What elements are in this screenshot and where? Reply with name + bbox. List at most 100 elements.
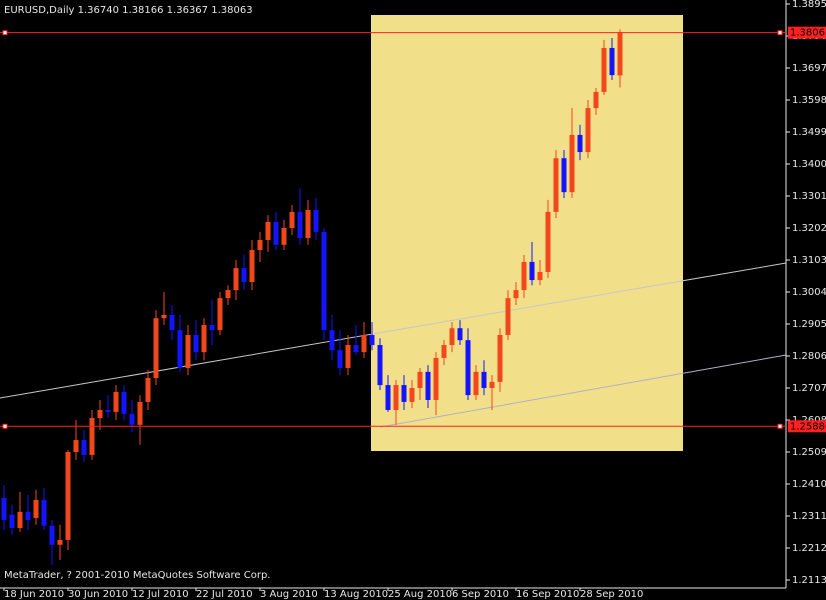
candle-body bbox=[113, 391, 119, 412]
candle-body bbox=[497, 335, 503, 382]
y-tick-label: 1.30040 bbox=[792, 287, 826, 298]
candle-body bbox=[345, 345, 351, 368]
candle-body bbox=[585, 108, 591, 153]
candle-body bbox=[81, 440, 87, 455]
trend-line bbox=[379, 354, 787, 428]
x-tick-label: 12 Jul 2010 bbox=[132, 589, 189, 600]
candle-body bbox=[249, 249, 255, 282]
candle-body bbox=[609, 47, 615, 76]
price-label: 1.25886 bbox=[790, 421, 826, 432]
candle-body bbox=[553, 158, 559, 212]
candle-body bbox=[201, 324, 207, 353]
candle-body bbox=[161, 314, 167, 319]
candle-body bbox=[185, 335, 191, 368]
y-tick-label: 1.21130 bbox=[792, 575, 826, 586]
candle-body bbox=[137, 401, 143, 425]
candle-body bbox=[305, 209, 311, 239]
candle-body bbox=[65, 452, 71, 540]
candle-body bbox=[153, 318, 159, 378]
y-tick-label: 1.28060 bbox=[792, 351, 826, 362]
candle-body bbox=[33, 499, 39, 518]
candle-body bbox=[449, 328, 455, 346]
candle-body bbox=[473, 371, 479, 396]
candle-body bbox=[521, 261, 527, 291]
price-label: 1.38063 bbox=[790, 28, 826, 39]
candle-body bbox=[537, 271, 543, 281]
y-tick-label: 1.24100 bbox=[792, 479, 826, 490]
candle-body bbox=[369, 335, 375, 346]
candle-body bbox=[1, 497, 7, 520]
x-tick-label: 25 Aug 2010 bbox=[388, 589, 452, 600]
y-tick-label: 1.22120 bbox=[792, 543, 826, 554]
candle-body bbox=[409, 388, 415, 402]
chart-title: EURUSD,Daily 1.36740 1.38166 1.36367 1.3… bbox=[4, 5, 253, 16]
x-tick-label: 13 Aug 2010 bbox=[324, 589, 388, 600]
candle-body bbox=[73, 440, 79, 453]
y-tick-label: 1.27070 bbox=[792, 383, 826, 394]
y-tick-label: 1.32020 bbox=[792, 223, 826, 234]
x-tick-label: 6 Sep 2010 bbox=[452, 589, 509, 600]
candle-body bbox=[17, 511, 23, 528]
candle-body bbox=[57, 539, 63, 545]
candle-body bbox=[545, 211, 551, 272]
candle-body bbox=[49, 525, 55, 545]
candle-body bbox=[273, 221, 279, 245]
y-tick-label: 1.25090 bbox=[792, 447, 826, 458]
candle-body bbox=[169, 314, 175, 331]
candle-body bbox=[401, 385, 407, 402]
y-tick-label: 1.34000 bbox=[792, 159, 826, 170]
x-tick-label: 28 Sep 2010 bbox=[580, 589, 643, 600]
candle-body bbox=[417, 371, 423, 389]
candle-body bbox=[457, 328, 463, 341]
candle-body bbox=[193, 335, 199, 353]
candle-body bbox=[329, 330, 335, 351]
candle-body bbox=[529, 261, 535, 281]
candle-body bbox=[433, 357, 439, 400]
candle-body bbox=[617, 32, 623, 76]
x-tick-label: 22 Jul 2010 bbox=[196, 589, 253, 600]
candle-body bbox=[561, 158, 567, 193]
candle-body bbox=[145, 377, 151, 402]
candle-body bbox=[601, 47, 607, 92]
candle-body bbox=[353, 345, 359, 353]
candle-body bbox=[505, 298, 511, 336]
y-tick-label: 1.31030 bbox=[792, 255, 826, 266]
candle-body bbox=[241, 268, 247, 282]
candle-body bbox=[25, 511, 31, 520]
candle-body bbox=[593, 91, 599, 109]
candle-body bbox=[129, 413, 135, 425]
candle-body bbox=[233, 268, 239, 291]
line-handle bbox=[2, 423, 8, 429]
candle-body bbox=[313, 209, 319, 232]
candles bbox=[1, 29, 623, 565]
candle-body bbox=[361, 335, 367, 353]
candle-body bbox=[425, 371, 431, 400]
candle-body bbox=[441, 345, 447, 358]
candle-body bbox=[121, 391, 127, 414]
candle-body bbox=[105, 409, 111, 412]
highlight-rectangle bbox=[371, 15, 683, 451]
y-tick-label: 1.34990 bbox=[792, 127, 826, 138]
y-tick-label: 1.36970 bbox=[792, 63, 826, 74]
candle-body bbox=[337, 350, 343, 368]
candle-body bbox=[281, 228, 287, 245]
line-handle bbox=[2, 30, 8, 36]
candle-body bbox=[377, 345, 383, 386]
candle-body bbox=[569, 134, 575, 193]
line-handle bbox=[777, 30, 783, 36]
candle-body bbox=[41, 499, 47, 526]
candle-body bbox=[89, 418, 95, 455]
candle-body bbox=[289, 211, 295, 229]
x-tick-label: 18 Jun 2010 bbox=[4, 589, 64, 600]
candle-body bbox=[9, 514, 15, 528]
y-tick-label: 1.23110 bbox=[792, 511, 826, 522]
price-label-box bbox=[788, 26, 826, 39]
candle-body bbox=[97, 409, 103, 419]
candle-body bbox=[225, 290, 231, 299]
candle-body bbox=[297, 211, 303, 239]
x-tick-label: 16 Sep 2010 bbox=[516, 589, 579, 600]
x-tick-label: 3 Aug 2010 bbox=[260, 589, 318, 600]
y-tick-label: 1.33010 bbox=[792, 191, 826, 202]
